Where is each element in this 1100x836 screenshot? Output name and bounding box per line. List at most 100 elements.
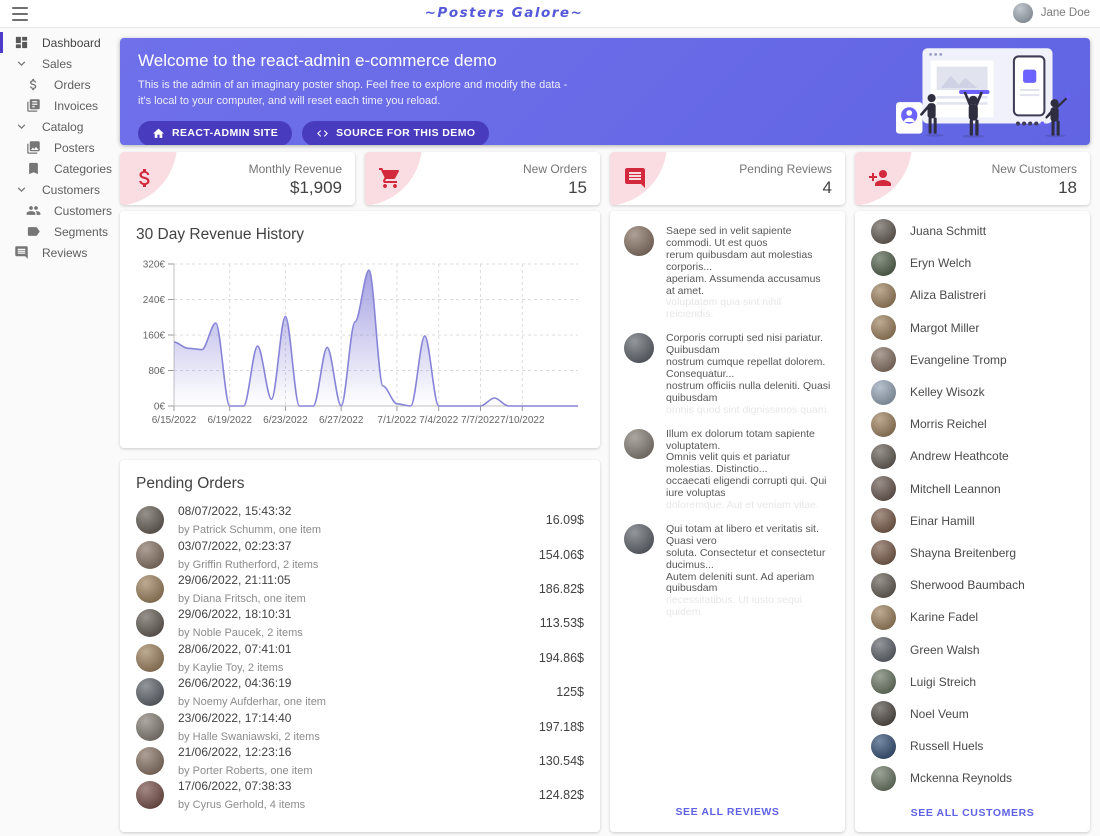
customer-name: Andrew Heathcote — [910, 449, 1009, 464]
kpi-card-new-customers[interactable]: New Customers 18 — [855, 152, 1090, 205]
kpi-card-new-orders[interactable]: New Orders 15 — [365, 152, 600, 205]
sidebar-item-sales[interactable]: Sales — [0, 53, 112, 74]
user-menu-button[interactable]: Jane Doe — [1012, 3, 1090, 23]
sidebar-item-customers[interactable]: Customers — [0, 179, 112, 200]
sidebar-item-dashboard[interactable]: Dashboard — [0, 32, 112, 53]
kpi-value: $1,909 — [290, 178, 342, 197]
svg-text:7/7/2022: 7/7/2022 — [461, 415, 500, 426]
order-row[interactable]: 23/06/2022, 17:14:40 by Halle Swaniawski,… — [120, 709, 600, 743]
order-customer: by Patrick Schumm, one item — [178, 524, 322, 537]
customer-avatar — [871, 669, 896, 695]
customer-name: Green Walsh — [910, 642, 980, 657]
order-customer: by Noble Paucek, 2 items — [178, 627, 303, 640]
order-datetime: 26/06/2022, 04:36:19 — [178, 676, 292, 691]
customer-name: Eryn Welch — [910, 256, 972, 271]
sidebar-item-posters[interactable]: Posters — [0, 137, 112, 158]
revenue-line — [173, 269, 578, 407]
customer-avatar — [871, 765, 896, 791]
order-row[interactable]: 08/07/2022, 15:43:32 by Patrick Schumm, o… — [120, 503, 600, 537]
customer-name: Aliza Balistreri — [910, 288, 987, 303]
sidebar-item-orders[interactable]: Orders — [0, 74, 112, 95]
sidebar-item-label: Catalog — [42, 119, 84, 134]
customer-row[interactable]: Karine Fadel — [855, 601, 1090, 633]
sidebar-item-categories[interactable]: Categories — [0, 158, 112, 179]
customer-row[interactable]: Russell Huels — [855, 730, 1090, 762]
customer-row[interactable]: Andrew Heathcote — [855, 440, 1090, 472]
order-row[interactable]: 28/06/2022, 07:41:01 by Kaylie Toy, 2 ite… — [120, 641, 600, 675]
revenue-area-chart: 0€ 80€ 160€ 240€ 320€ 6/15/2022 6/19/2022 6/23/… — [143, 260, 578, 426]
review-item[interactable]: Qui totam at libero et veritatis sit. Qu… — [610, 515, 845, 622]
see-all-reviews-link[interactable]: SEE ALL REVIEWS — [675, 806, 780, 818]
review-text: Illum ex dolorum totam sapiente voluptat… — [666, 427, 827, 512]
review-item[interactable]: Illum ex dolorum totam sapiente voluptat… — [610, 420, 845, 515]
order-customer: by Noemy Aufderhar, one item — [178, 696, 326, 709]
order-row[interactable]: 29/06/2022, 21:11:05 by Diana Fritsch, on… — [120, 572, 600, 606]
kpi-card-monthly-revenue[interactable]: Monthly Revenue $1,909 — [120, 152, 355, 205]
customer-row[interactable]: Einar Hamill — [855, 505, 1090, 537]
svg-text:7/10/2022: 7/10/2022 — [500, 415, 545, 426]
customer-name: Mitchell Leannon — [910, 481, 1001, 496]
customer-row[interactable]: Kelley Wisozk — [855, 376, 1090, 408]
sidebar-item-catalog[interactable]: Catalog — [0, 116, 112, 137]
customer-avatar — [136, 609, 164, 638]
sidebar-item-reviews[interactable]: Reviews — [0, 242, 112, 263]
order-row[interactable]: 03/07/2022, 02:23:37 by Griffin Rutherfor… — [120, 537, 600, 571]
customer-name: Shayna Breitenberg — [910, 545, 1017, 560]
kpi-card-pending-reviews[interactable]: Pending Reviews 4 — [610, 152, 845, 205]
user-avatar — [1012, 3, 1033, 23]
review-item[interactable]: Corporis corrupti sed nisi pariatur. Qui… — [610, 324, 845, 419]
order-amount: 194.86$ — [538, 650, 584, 665]
order-row[interactable]: 17/06/2022, 07:38:33 by Cyrus Gerhold, 4 … — [120, 778, 600, 812]
customer-row[interactable]: Mitchell Leannon — [855, 473, 1090, 505]
invoices-icon — [26, 99, 40, 112]
sidebar-item-label: Customers — [42, 182, 101, 197]
react-admin-site-button[interactable]: REACT-ADMIN SITE — [138, 120, 293, 145]
order-datetime: 29/06/2022, 21:11:05 — [178, 572, 291, 587]
customer-row[interactable]: Juana Schmitt — [855, 215, 1090, 247]
kpi-label: Pending Reviews — [739, 162, 832, 176]
order-customer: by Kaylie Toy, 2 items — [178, 661, 284, 674]
customer-avatar — [871, 540, 896, 566]
review-item[interactable]: Saepe sed in velit sapiente commodi. Ut … — [610, 217, 845, 324]
sidebar-item-invoices[interactable]: Invoices — [0, 95, 112, 116]
customer-row[interactable]: Aliza Balistreri — [855, 279, 1090, 311]
menu-icon[interactable] — [12, 7, 28, 21]
comment-icon — [14, 246, 28, 259]
customer-row[interactable]: Eryn Welch — [855, 247, 1090, 279]
dollar-icon — [29, 78, 36, 91]
order-row[interactable]: 21/06/2022, 12:23:16 by Porter Roberts, o… — [120, 744, 600, 778]
customer-avatar — [136, 712, 164, 741]
sidebar-item-label: Categories — [54, 161, 113, 176]
customer-row[interactable]: Mckenna Reynolds — [855, 762, 1090, 794]
order-row[interactable]: 26/06/2022, 04:36:19 by Noemy Aufderhar, … — [120, 675, 600, 709]
order-amount: 130.54$ — [538, 753, 584, 768]
customer-row[interactable]: Shayna Breitenberg — [855, 537, 1090, 569]
customer-name: Russell Huels — [910, 739, 984, 754]
customer-row[interactable]: Noel Veum — [855, 698, 1090, 730]
kpi-value: 15 — [568, 178, 587, 197]
customer-avatar — [871, 379, 896, 405]
customer-row[interactable]: Green Walsh — [855, 633, 1090, 665]
source-for-demo-button[interactable]: SOURCE FOR THIS DEMO — [302, 120, 490, 145]
customer-avatar — [871, 476, 896, 502]
see-all-customers-link[interactable]: SEE ALL CUSTOMERS — [910, 807, 1035, 820]
order-datetime: 29/06/2022, 18:10:31 — [178, 607, 292, 622]
customer-row[interactable]: Luigi Streich — [855, 666, 1090, 698]
sidebar-item-customers[interactable]: Customers — [0, 200, 112, 221]
pending-reviews-card: Saepe sed in velit sapiente commodi. Ut … — [610, 211, 845, 832]
customer-name: Juana Schmitt — [910, 224, 987, 239]
sidebar-item-label: Segments — [54, 224, 109, 239]
reviews-list: Saepe sed in velit sapiente commodi. Ut … — [610, 211, 845, 622]
kpi-row: Monthly Revenue $1,909 New Orders 15 Pending… — [120, 152, 1090, 205]
customer-row[interactable]: Margot Miller — [855, 312, 1090, 344]
customer-row[interactable]: Evangeline Tromp — [855, 344, 1090, 376]
order-row[interactable]: 29/06/2022, 18:10:31 by Noble Paucek, 2 i… — [120, 606, 600, 640]
customer-row[interactable]: Morris Reichel — [855, 408, 1090, 440]
sidebar-item-segments[interactable]: Segments — [0, 221, 112, 242]
customer-name: Karine Fadel — [910, 610, 979, 625]
order-amount: 124.82$ — [538, 788, 584, 803]
pending-orders-list: 08/07/2022, 15:43:32 by Patrick Schumm, o… — [120, 503, 600, 813]
customer-avatar — [871, 347, 896, 373]
customer-row[interactable]: Sherwood Baumbach — [855, 569, 1090, 601]
order-amount: 197.18$ — [538, 719, 584, 734]
